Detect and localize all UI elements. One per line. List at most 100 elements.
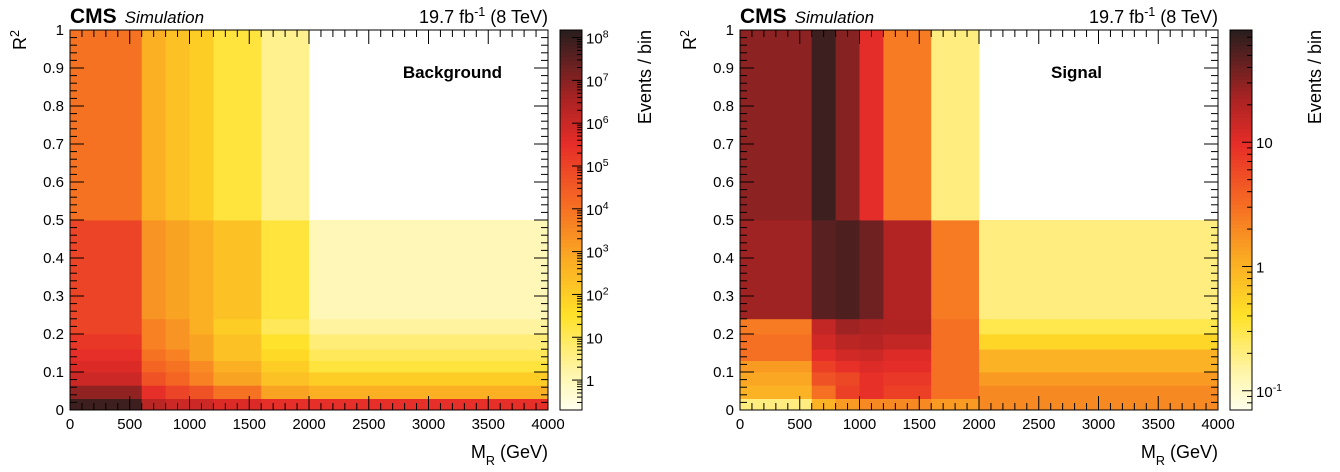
sample-label: Signal	[1051, 63, 1102, 82]
color-bar-segment	[560, 166, 582, 172]
color-bar-segment	[1230, 87, 1252, 92]
color-bar-segment	[560, 117, 582, 122]
color-bar-segment	[560, 220, 582, 225]
heatmap-cell	[261, 385, 310, 399]
color-bar-segment	[560, 159, 582, 164]
color-bar-segment	[560, 242, 582, 248]
color-bar-segment	[560, 90, 582, 96]
color-bar-segment	[560, 87, 582, 92]
color-bar-segment	[1230, 132, 1252, 137]
heatmap-cell	[70, 318, 143, 335]
color-bar-segment	[560, 45, 582, 50]
color-bar-segment	[1230, 250, 1252, 255]
heatmap-cell	[740, 372, 813, 386]
z-tick-label: 1	[1256, 259, 1264, 276]
color-bar-segment	[1230, 364, 1252, 369]
heatmap-cell	[165, 30, 190, 221]
heatmap-cell	[70, 360, 143, 373]
color-bar: 1 10 102 103 104 105 106 107 108 Events / bin	[559, 29, 655, 411]
color-bar-segment	[1230, 277, 1252, 282]
heatmap-cell	[261, 334, 310, 350]
color-bar-segment	[560, 121, 582, 126]
x-tick-label: 0	[66, 416, 74, 433]
color-bar-segment	[560, 83, 582, 88]
z-tick-label: 108	[586, 29, 609, 48]
y-tick-label: 0.9	[43, 60, 64, 77]
heatmap-cell	[931, 318, 980, 335]
heatmap-cell	[859, 334, 884, 350]
x-tick-label: 1000	[843, 416, 876, 433]
z-tick-label: 10	[586, 330, 603, 347]
color-bar-segment	[1230, 189, 1252, 194]
heatmap-cell	[859, 318, 884, 335]
color-bar-segment	[560, 98, 582, 103]
heatmap-cell	[883, 318, 932, 335]
z-axis-title: Events / bin	[635, 30, 655, 124]
z-axis-title: Events / bin	[1305, 30, 1325, 124]
heatmap-cell	[835, 318, 860, 335]
x-tick-label: 1500	[903, 416, 936, 433]
z-tick-label: 10	[1256, 135, 1273, 152]
color-bar-segment	[560, 37, 582, 42]
heatmap-cell	[165, 334, 190, 350]
color-bar-segment	[1230, 98, 1252, 103]
color-bar-segment	[1230, 151, 1252, 156]
color-bar-segment	[560, 64, 582, 69]
color-bar-segment	[560, 109, 582, 115]
color-bar-segment	[560, 406, 582, 411]
heatmap-cell	[740, 220, 813, 320]
color-bar-segment	[1230, 341, 1252, 346]
z-tick-label: 106	[586, 114, 609, 133]
color-bar-segment	[1230, 193, 1252, 198]
heatmap-cell	[740, 30, 813, 221]
color-bar-segment	[1230, 90, 1252, 96]
color-bar-segment	[1230, 212, 1252, 217]
background-heatmap-chart: 0 500 1000 1500 2000 2500 3000 3500 400000.10.20…	[8, 5, 655, 468]
heatmap-cell	[189, 372, 214, 386]
heatmap-cell	[979, 349, 1219, 361]
color-bar-segment	[1230, 258, 1252, 263]
color-bar-segment	[560, 318, 582, 324]
color-bar-segment	[560, 239, 582, 244]
heatmap-cell	[859, 30, 884, 221]
color-bar-segment	[560, 140, 582, 145]
color-bar-frame	[559, 29, 583, 411]
y-tick-label: 0.8	[43, 98, 64, 115]
heatmap-cell	[811, 30, 836, 221]
color-bar-segment	[560, 261, 582, 267]
heatmap-cell	[931, 349, 980, 361]
y-axis-title: R2	[678, 30, 700, 50]
heatmap-cell	[70, 30, 143, 221]
x-tick-label: 3500	[472, 416, 505, 433]
heatmap-cell	[189, 30, 214, 221]
color-bar-segment	[1230, 261, 1252, 267]
color-bar-segment	[560, 398, 582, 403]
color-bar-segment	[1230, 322, 1252, 327]
heatmap-cell	[883, 372, 932, 386]
y-tick-label: 0.6	[713, 174, 734, 191]
heatmap-cell	[70, 385, 143, 399]
color-bar-segment	[1230, 197, 1252, 202]
color-bar-segment	[1230, 383, 1252, 388]
heatmap-cell	[835, 385, 860, 399]
heatmap-cell	[811, 349, 836, 361]
color-bar-segment	[560, 341, 582, 346]
heatmap-cell	[213, 30, 262, 221]
x-tick-label: 3500	[1142, 416, 1175, 433]
color-bar-segment	[1230, 242, 1252, 248]
color-bar-segment	[560, 368, 582, 373]
color-bar-segment	[560, 178, 582, 183]
heatmap-cell	[835, 220, 860, 320]
color-bar-segment	[560, 189, 582, 194]
y-tick-label: 0.2	[43, 326, 64, 343]
color-bar-segment	[560, 94, 582, 99]
heatmap-cell	[165, 372, 190, 386]
color-bar-segment	[1230, 387, 1252, 392]
color-bar-segment	[1230, 155, 1252, 160]
color-bar-segment	[560, 250, 582, 255]
color-bar-segment	[560, 273, 582, 278]
heatmap-cell	[883, 220, 932, 320]
heatmap-cell	[141, 30, 166, 221]
heatmap-cell	[835, 334, 860, 350]
color-bar-segment	[560, 52, 582, 58]
